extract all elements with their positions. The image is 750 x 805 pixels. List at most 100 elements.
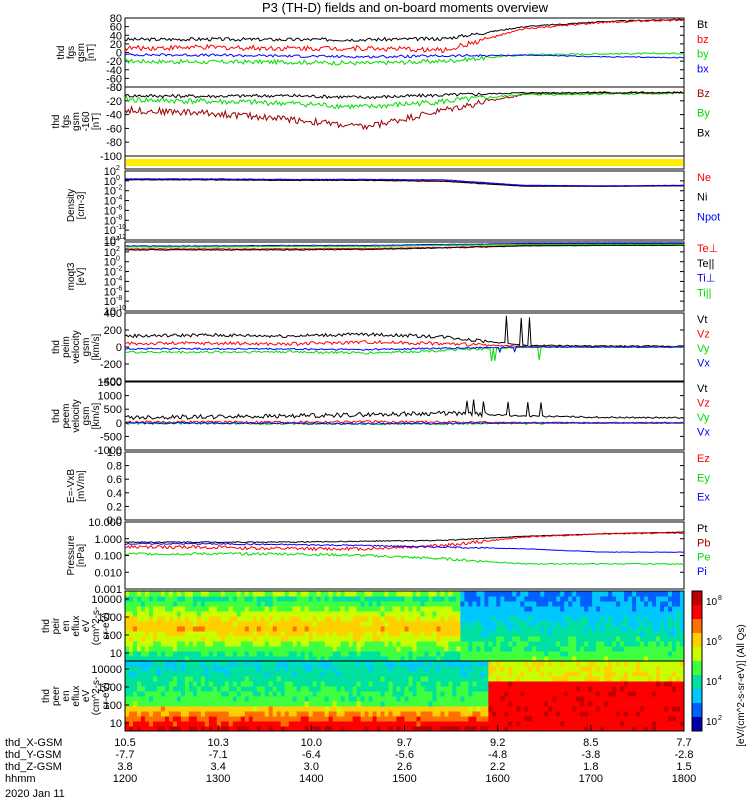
heatmap-cell — [652, 606, 657, 612]
ytick-label: -60 — [106, 73, 122, 85]
heatmap-cell — [580, 726, 585, 732]
heatmap-cell — [624, 646, 629, 652]
heatmap-cell — [616, 591, 621, 597]
heatmap-cell — [592, 606, 597, 612]
series-Npot — [125, 178, 684, 187]
heatmap-cell — [524, 691, 529, 697]
heatmap-cell — [296, 726, 302, 732]
heatmap-cell — [584, 596, 589, 602]
heatmap-cell — [148, 591, 154, 597]
heatmap-cell — [224, 591, 230, 597]
heatmap-cell — [260, 621, 266, 627]
heatmap-cell — [672, 616, 677, 622]
heatmap-cell — [240, 646, 246, 652]
heatmap-cell — [616, 631, 621, 637]
heatmap-cell — [444, 606, 449, 612]
heatmap-cell — [384, 601, 390, 607]
heatmap-cell — [376, 711, 382, 717]
heatmap-cell — [424, 616, 429, 622]
heatmap-cell — [308, 656, 314, 662]
heatmap-cell — [208, 651, 214, 657]
heatmap-cell — [324, 606, 330, 612]
heatmap-cell — [608, 591, 613, 597]
heatmap-cell — [240, 676, 246, 682]
heatmap-cell — [376, 626, 382, 632]
heatmap-cell — [296, 646, 302, 652]
heatmap-cell — [348, 691, 354, 697]
heatmap-cell — [652, 661, 657, 667]
heatmap-cell — [672, 671, 677, 677]
ylabel-line: E=-VxB — [66, 469, 77, 504]
heatmap-cell — [572, 661, 577, 667]
heatmap-cell — [528, 726, 533, 732]
heatmap-cell — [656, 706, 661, 712]
ytick-exponent: 2 — [116, 165, 120, 172]
heatmap-cell — [576, 696, 581, 702]
heatmap-cell — [632, 591, 637, 597]
heatmap-cell — [664, 716, 669, 722]
heatmap-cell — [388, 671, 394, 677]
heatmap-cell — [588, 721, 593, 727]
heatmap-cell — [628, 606, 633, 612]
heatmap-cell — [604, 636, 609, 642]
ylabel-line: eV — [81, 620, 92, 633]
ytick-label: 10 — [110, 718, 122, 730]
heatmap-cell — [496, 646, 501, 652]
heatmap-cell — [412, 631, 417, 637]
heatmap-cell — [140, 696, 146, 702]
heatmap-cell — [560, 706, 565, 712]
heatmap-cell — [428, 701, 433, 707]
heatmap-cell — [560, 701, 565, 707]
heatmap-cell — [140, 716, 146, 722]
heatmap-cell — [228, 651, 234, 657]
heatmap-cell — [172, 716, 178, 722]
heatmap-cell — [564, 646, 569, 652]
heatmap-cell — [584, 691, 589, 697]
heatmap-cell — [636, 626, 641, 632]
heatmap-cell — [272, 596, 278, 602]
heatmap-cell — [168, 621, 174, 627]
heatmap-cell — [564, 651, 569, 657]
heatmap-cell — [564, 711, 569, 717]
heatmap-cell — [624, 616, 629, 622]
heatmap-cell — [204, 701, 210, 707]
heatmap-cell — [680, 711, 685, 717]
heatmap-cell — [440, 611, 445, 617]
heatmap-cell — [600, 646, 605, 652]
heatmap-cell — [188, 656, 194, 662]
heatmap-cell — [220, 676, 226, 682]
panel-frame — [124, 17, 685, 88]
heatmap-cell — [516, 651, 521, 657]
heatmap-cell — [196, 641, 202, 647]
ytick-label: 400 — [104, 308, 122, 320]
heatmap-cell — [336, 636, 342, 642]
heatmap-cell — [600, 651, 605, 657]
heatmap-cell — [412, 616, 417, 622]
heatmap-cell — [284, 636, 290, 642]
ytick-label: 0.010 — [94, 567, 122, 579]
heatmap-cell — [352, 671, 358, 677]
heatmap-cell — [256, 661, 262, 667]
heatmap-cell — [252, 666, 258, 672]
heatmap-cell — [436, 651, 441, 657]
heatmap-cell — [344, 726, 350, 732]
heatmap-cell — [184, 641, 190, 647]
heatmap-cell — [540, 636, 545, 642]
heatmap-cell — [508, 601, 513, 607]
heatmap-cell — [164, 671, 170, 677]
heatmap-cell — [172, 671, 178, 677]
heatmap-cell — [504, 676, 509, 682]
heatmap-cell — [160, 641, 166, 647]
heatmap-cell — [376, 596, 382, 602]
heatmap-cell — [492, 611, 497, 617]
heatmap-cell — [288, 701, 294, 707]
heatmap-cell — [284, 681, 290, 687]
heatmap-cell — [552, 641, 557, 647]
heatmap-cell — [224, 661, 230, 667]
heatmap-cell — [608, 706, 613, 712]
heatmap-cell — [216, 601, 222, 607]
ylabel-line: fgs — [61, 115, 72, 128]
heatmap-cell — [396, 726, 402, 732]
heatmap-cell — [148, 601, 154, 607]
heatmap-cell — [268, 726, 274, 732]
